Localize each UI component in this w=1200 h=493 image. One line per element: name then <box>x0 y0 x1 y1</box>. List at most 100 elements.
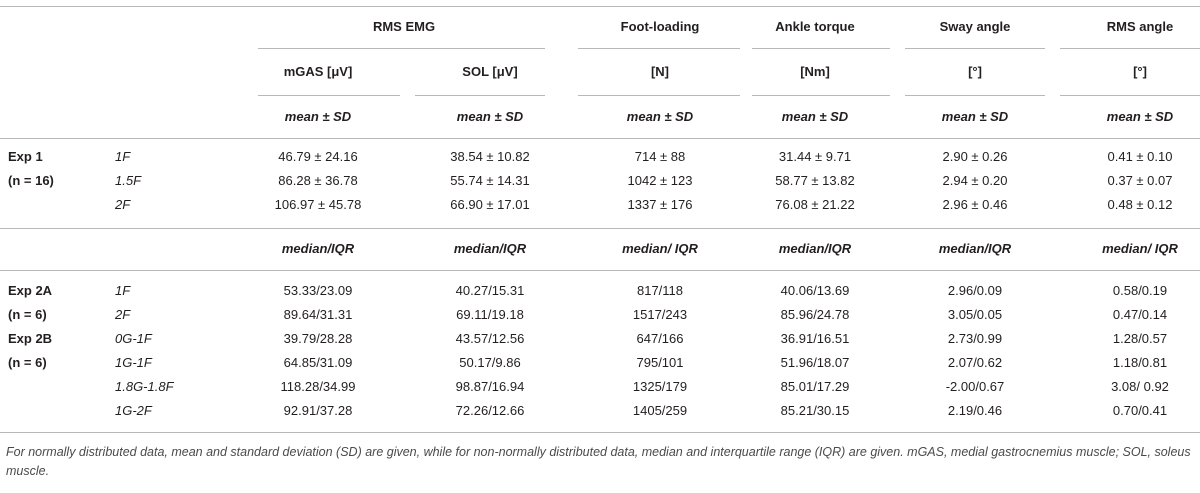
rule <box>578 95 740 96</box>
cell: 66.90 ± 17.01 <box>450 197 530 212</box>
cell: 58.77 ± 13.82 <box>775 173 855 188</box>
stat-header: mean ± SD <box>626 109 694 124</box>
cell: 85.01/17.29 <box>780 379 850 394</box>
cell: 40.27/15.31 <box>455 283 525 298</box>
cell: 85.96/24.78 <box>780 307 850 322</box>
unit-header: mGAS [μV] <box>283 64 353 79</box>
rule <box>0 138 1200 139</box>
stat-header: median/IQR <box>938 241 1012 256</box>
cell: 2.07/0.62 <box>947 355 1003 370</box>
cell: 2.96/0.09 <box>947 283 1003 298</box>
cell: 795/101 <box>636 355 684 370</box>
unit-header: SOL [μV] <box>462 64 518 79</box>
rule <box>415 95 545 96</box>
unit-header: [Nm] <box>800 64 830 79</box>
cell: 647/166 <box>636 331 684 346</box>
rule <box>578 48 740 49</box>
group-n: (n = 6) <box>8 307 47 322</box>
group-label: Exp 1 <box>8 149 43 164</box>
cell: 0.47/0.14 <box>1112 307 1168 322</box>
cell: 50.17/9.86 <box>459 355 521 370</box>
cell: 43.57/12.56 <box>455 331 525 346</box>
cell: 72.26/12.66 <box>455 403 525 418</box>
cell: 98.87/16.94 <box>455 379 525 394</box>
condition: 1.8G-1.8F <box>115 379 174 394</box>
cell: 86.28 ± 36.78 <box>278 173 358 188</box>
stat-header: median/IQR <box>778 241 852 256</box>
rule <box>0 228 1200 229</box>
condition: 2F <box>115 307 131 322</box>
group-n: (n = 6) <box>8 355 47 370</box>
cell: 0.37 ± 0.07 <box>1107 173 1173 188</box>
rule <box>258 48 545 49</box>
unit-header: [°] <box>1133 64 1147 79</box>
condition: 2F <box>115 197 131 212</box>
rule <box>0 6 1200 7</box>
cell: 1325/179 <box>632 379 688 394</box>
cell: 2.96 ± 0.46 <box>942 197 1008 212</box>
cell: 817/118 <box>636 283 684 298</box>
stat-header: median/IQR <box>453 241 527 256</box>
group-header: RMS angle <box>1106 19 1174 34</box>
cell: 0.41 ± 0.10 <box>1107 149 1173 164</box>
stat-header: median/ IQR <box>622 241 698 256</box>
stat-header: mean ± SD <box>1106 109 1174 124</box>
cell: 36.91/16.51 <box>780 331 850 346</box>
cell: 39.79/28.28 <box>283 331 353 346</box>
rule <box>258 95 400 96</box>
cell: 2.90 ± 0.26 <box>942 149 1008 164</box>
group-n: (n = 16) <box>8 173 54 188</box>
stat-header: median/IQR <box>281 241 355 256</box>
rule <box>1060 95 1200 96</box>
cell: 76.08 ± 21.22 <box>775 197 855 212</box>
unit-header: [N] <box>650 64 670 79</box>
cell: 3.05/0.05 <box>947 307 1003 322</box>
cell: 46.79 ± 24.16 <box>278 149 358 164</box>
footnote: For normally distributed data, mean and … <box>6 445 1191 478</box>
cell: 89.64/31.31 <box>283 307 353 322</box>
cell: 31.44 ± 9.71 <box>778 149 852 164</box>
cell: 38.54 ± 10.82 <box>450 149 530 164</box>
cell: 69.11/19.18 <box>456 307 524 322</box>
group-header: Foot-loading <box>620 19 700 34</box>
group-header: RMS EMG <box>372 19 436 34</box>
condition: 1F <box>115 283 131 298</box>
group-label: Exp 2A <box>8 283 53 298</box>
group-header: Ankle torque <box>775 19 855 34</box>
cell: -2.00/0.67 <box>945 379 1005 394</box>
cell: 1.28/0.57 <box>1112 331 1168 346</box>
rule <box>0 270 1200 271</box>
cell: 53.33/23.09 <box>283 283 353 298</box>
unit-header: [°] <box>968 64 982 79</box>
stat-header: median/ IQR <box>1102 241 1178 256</box>
cell: 85.21/30.15 <box>780 403 850 418</box>
cell: 1517/243 <box>632 307 688 322</box>
group-header: Sway angle <box>939 19 1011 34</box>
cell: 64.85/31.09 <box>283 355 353 370</box>
rule <box>905 48 1045 49</box>
cell: 1.18/0.81 <box>1112 355 1168 370</box>
cell: 118.28/34.99 <box>280 379 356 394</box>
cell: 2.73/0.99 <box>947 331 1003 346</box>
cell: 1042 ± 123 <box>627 173 693 188</box>
cell: 0.48 ± 0.12 <box>1107 197 1173 212</box>
stat-header: mean ± SD <box>284 109 352 124</box>
cell: 55.74 ± 14.31 <box>450 173 530 188</box>
rule <box>752 48 890 49</box>
group-label: Exp 2B <box>8 331 53 346</box>
cell: 0.58/0.19 <box>1112 283 1168 298</box>
stat-header: mean ± SD <box>456 109 524 124</box>
cell: 92.91/37.28 <box>283 403 353 418</box>
rule <box>0 432 1200 433</box>
cell: 0.70/0.41 <box>1112 403 1168 418</box>
rule <box>905 95 1045 96</box>
cell: 2.19/0.46 <box>947 403 1003 418</box>
stat-header: mean ± SD <box>781 109 849 124</box>
cell: 714 ± 88 <box>634 149 686 164</box>
condition: 1.5F <box>115 173 142 188</box>
rule <box>1060 48 1200 49</box>
condition: 1G-2F <box>115 403 152 418</box>
cell: 51.96/18.07 <box>780 355 850 370</box>
condition: 0G-1F <box>115 331 152 346</box>
